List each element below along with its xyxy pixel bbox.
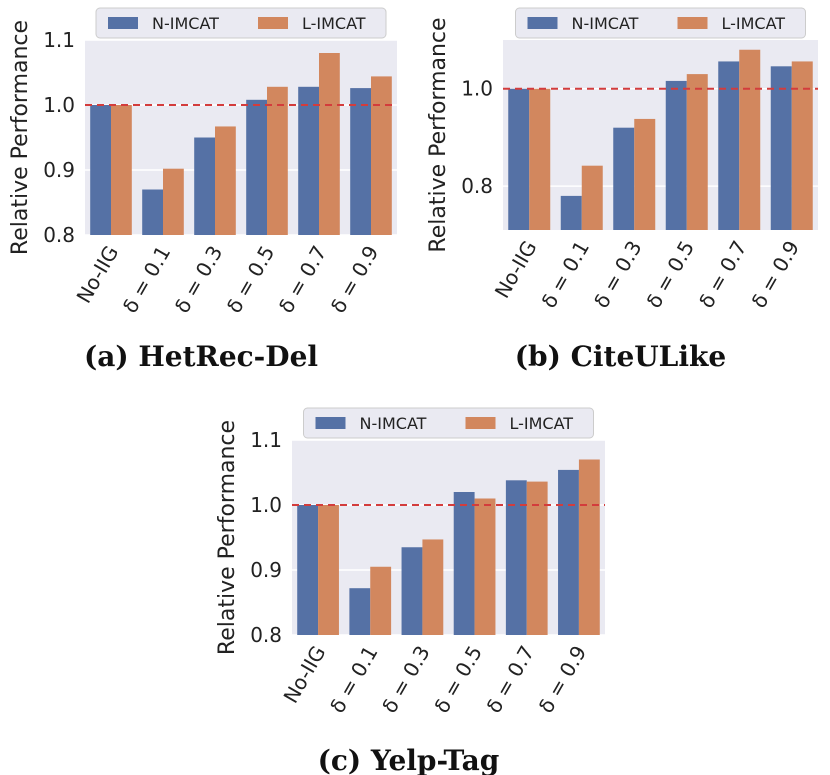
bar-n-imcat-3	[665, 80, 687, 230]
x-tick-label: δ = 0.3	[589, 237, 647, 313]
bar-n-imcat-2	[194, 137, 215, 235]
bar-n-imcat-5	[350, 88, 371, 235]
legend-swatch-l-imcat	[465, 417, 496, 429]
bar-n-imcat-4	[298, 86, 319, 235]
x-tick-label: δ = 0.1	[325, 642, 383, 718]
bar-l-imcat-0	[529, 88, 551, 230]
x-tick-label: δ = 0.7	[274, 242, 332, 318]
plot-area	[292, 440, 605, 635]
chart-caption: (b) CiteULike	[515, 340, 726, 373]
x-tick-label: δ = 0.1	[537, 237, 595, 313]
bar-n-imcat-5	[558, 469, 579, 635]
legend-swatch-n-imcat	[315, 417, 346, 429]
chart-caption: (c) Yelp-Tag	[318, 744, 500, 775]
bar-n-imcat-1	[142, 189, 163, 235]
bar-n-imcat-4	[505, 480, 527, 635]
legend-box	[303, 407, 594, 439]
x-tick-label: δ = 0.9	[326, 242, 384, 318]
x-tick-label: δ = 0.9	[534, 642, 592, 718]
x-tick-label: δ = 0.3	[170, 242, 228, 318]
y-tick-label: 1.1	[250, 428, 282, 452]
bar-n-imcat-0	[90, 105, 111, 235]
y-tick-label: 1.0	[43, 93, 75, 117]
x-tick-label: δ = 0.9	[747, 237, 805, 313]
bar-n-imcat-1	[349, 588, 371, 635]
bar-l-imcat-5	[578, 459, 600, 635]
plot-area	[503, 40, 818, 230]
bar-l-imcat-5	[791, 61, 813, 230]
x-tick-label: δ = 0.7	[694, 237, 752, 313]
x-tick-label: δ = 0.7	[482, 642, 540, 718]
y-axis-label: Relative Performance	[215, 420, 240, 655]
bar-l-imcat-3	[686, 74, 708, 230]
legend-label-l-imcat: L-IMCAT	[722, 14, 786, 33]
plot-area	[85, 40, 397, 235]
legend-label-l-imcat: L-IMCAT	[510, 414, 574, 433]
x-tick-label: δ = 0.1	[118, 242, 176, 318]
legend-label-l-imcat: L-IMCAT	[302, 14, 366, 33]
x-tick-label: No-IIG	[71, 242, 123, 308]
y-tick-label: 1.0	[461, 77, 493, 101]
bar-n-imcat-2	[401, 547, 423, 635]
bar-n-imcat-0	[508, 88, 530, 230]
bar-n-imcat-3	[453, 492, 475, 635]
bar-l-imcat-3	[474, 498, 496, 635]
bar-l-imcat-1	[163, 168, 184, 235]
legend: N-IMCAT L-IMCAT	[95, 7, 387, 39]
x-tick-label: δ = 0.5	[222, 242, 280, 318]
bar-l-imcat-4	[526, 481, 548, 635]
y-tick-label: 0.9	[43, 158, 75, 182]
bar-n-imcat-5	[770, 66, 792, 230]
y-tick-label: 0.9	[250, 558, 282, 582]
bar-l-imcat-2	[215, 126, 236, 235]
bar-l-imcat-1	[370, 566, 392, 635]
bar-l-imcat-1	[581, 165, 603, 230]
bar-n-imcat-2	[613, 127, 635, 230]
x-tick-label: δ = 0.5	[642, 237, 700, 313]
chart-caption: (a) HetRec-Del	[84, 340, 318, 373]
y-tick-label: 0.8	[250, 623, 282, 647]
x-tick-label: No-IIG	[490, 237, 542, 303]
bar-l-imcat-4	[319, 53, 340, 235]
bar-l-imcat-0	[111, 105, 132, 235]
bar-n-imcat-1	[560, 195, 582, 230]
bar-n-imcat-4	[718, 61, 740, 230]
x-tick-label: δ = 0.3	[377, 642, 435, 718]
bar-l-imcat-5	[371, 76, 392, 236]
y-tick-label: 1.1	[43, 28, 75, 52]
legend: N-IMCAT L-IMCAT	[515, 7, 806, 39]
legend: N-IMCAT L-IMCAT	[303, 407, 594, 439]
bar-n-imcat-3	[246, 99, 267, 235]
legend-swatch-n-imcat	[527, 17, 558, 29]
bar-l-imcat-0	[318, 505, 339, 635]
bar-n-imcat-0	[297, 505, 319, 635]
y-tick-label: 0.8	[43, 223, 75, 247]
legend-swatch-l-imcat	[677, 17, 708, 29]
legend-box	[95, 7, 387, 39]
bar-l-imcat-3	[267, 86, 288, 235]
bar-l-imcat-2	[422, 539, 444, 635]
legend-label-n-imcat: N-IMCAT	[360, 414, 427, 433]
y-tick-label: 0.8	[461, 174, 493, 198]
x-tick-label: δ = 0.5	[429, 642, 487, 718]
legend-swatch-l-imcat	[258, 17, 288, 29]
y-axis-label: Relative Performance	[8, 20, 33, 255]
legend-label-n-imcat: N-IMCAT	[152, 14, 219, 33]
bar-l-imcat-2	[634, 118, 656, 230]
y-axis-label: Relative Performance	[426, 17, 451, 252]
legend-label-n-imcat: N-IMCAT	[572, 14, 639, 33]
x-tick-label: No-IIG	[279, 642, 331, 708]
y-tick-label: 1.0	[250, 493, 282, 517]
legend-swatch-n-imcat	[108, 17, 138, 29]
bar-l-imcat-4	[739, 49, 761, 230]
legend-box	[515, 7, 806, 39]
